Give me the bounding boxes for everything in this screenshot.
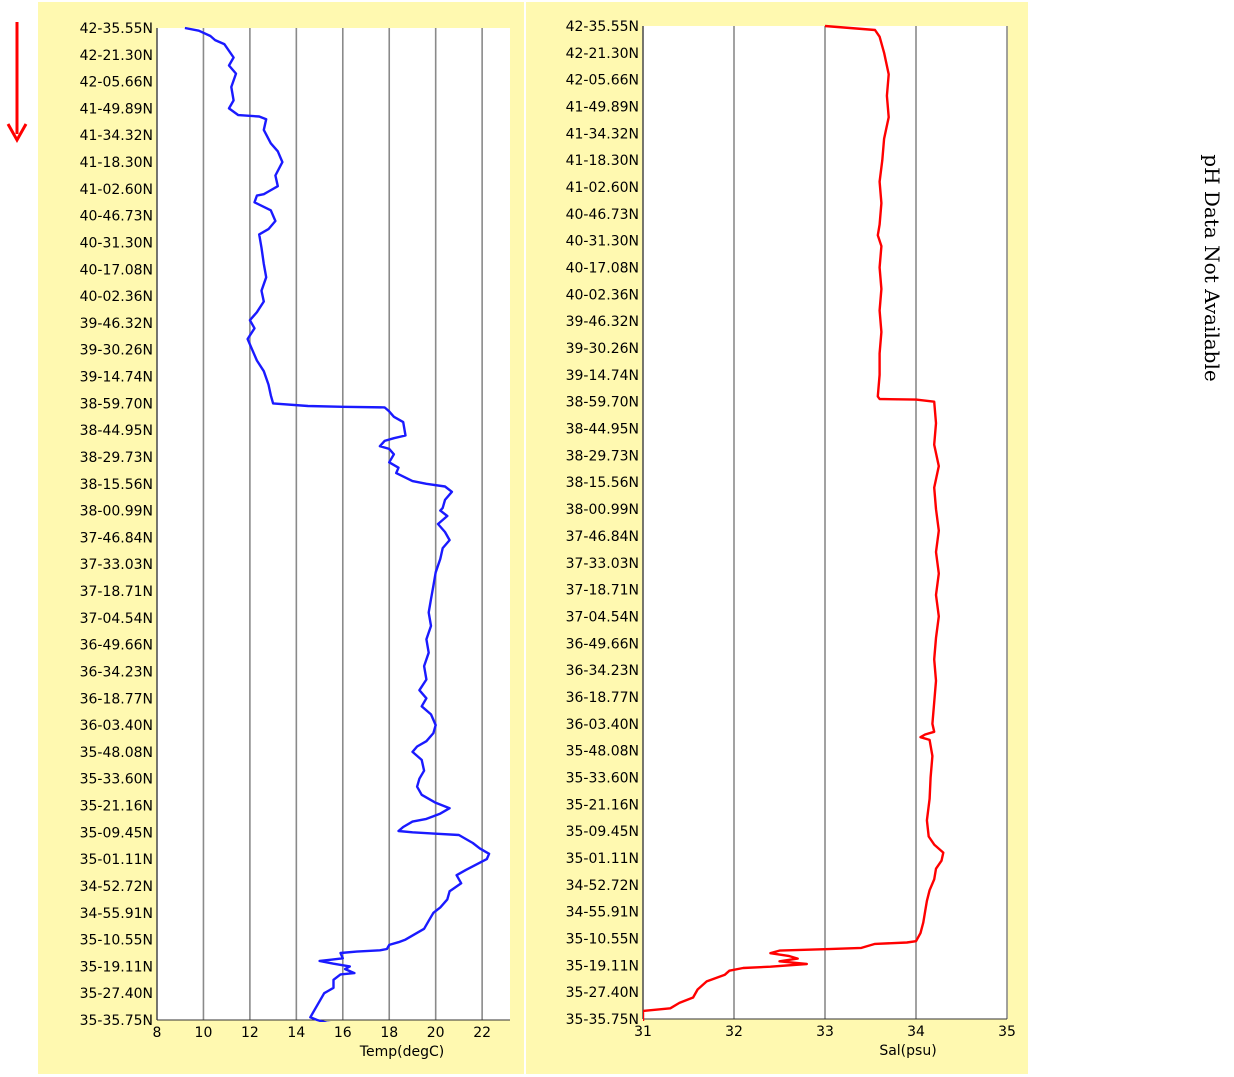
y-tick-label: 41-49.89N xyxy=(566,100,639,116)
y-tick-label: 41-18.30N xyxy=(80,155,153,171)
x-tick-label: 22 xyxy=(473,1025,491,1041)
x-tick-label: 34 xyxy=(907,1024,925,1040)
y-tick-label: 36-18.77N xyxy=(566,690,639,706)
y-tick-label: 35-21.16N xyxy=(566,797,639,813)
y-tick-label: 35-27.40N xyxy=(80,986,153,1002)
y-tick-label: 42-21.30N xyxy=(566,46,639,62)
y-tick-label: 35-10.55N xyxy=(566,931,639,947)
y-tick-label: 39-46.32N xyxy=(566,314,639,330)
x-tick-label: 8 xyxy=(153,1025,162,1041)
y-tick-label: 35-27.40N xyxy=(566,985,639,1001)
y-tick-label: 37-33.03N xyxy=(80,557,153,573)
y-tick-label: 40-02.36N xyxy=(80,289,153,305)
y-tick-label: 36-03.40N xyxy=(80,718,153,734)
x-tick-label: 20 xyxy=(427,1025,445,1041)
ph-unavailable-note: pH Data Not Available xyxy=(1200,154,1224,382)
down-arrow-icon xyxy=(6,22,28,144)
y-tick-label: 38-29.73N xyxy=(80,450,153,466)
x-tick-label: 14 xyxy=(287,1025,305,1041)
x-axis-title: Temp(degC) xyxy=(359,1044,444,1060)
y-tick-label: 36-49.66N xyxy=(80,638,153,654)
y-tick-label: 37-46.84N xyxy=(566,529,639,545)
y-tick-label: 35-21.16N xyxy=(80,799,153,815)
y-tick-label: 37-04.54N xyxy=(80,611,153,627)
y-tick-label: 41-02.60N xyxy=(80,182,153,198)
x-tick-label: 35 xyxy=(998,1024,1016,1040)
y-tick-label: 38-59.70N xyxy=(566,395,639,411)
series-line xyxy=(643,24,945,1021)
y-tick-label: 35-09.45N xyxy=(566,824,639,840)
y-tick-label: 38-44.95N xyxy=(80,423,153,439)
y-tick-label: 40-46.73N xyxy=(566,207,639,223)
x-tick-label: 16 xyxy=(334,1025,352,1041)
y-tick-label: 35-35.75N xyxy=(566,1012,639,1028)
y-tick-label: 38-00.99N xyxy=(566,502,639,518)
y-tick-label: 37-18.71N xyxy=(80,584,153,600)
x-tick-label: 12 xyxy=(241,1025,259,1041)
x-axis-title: Sal(psu) xyxy=(879,1043,936,1059)
y-tick-label: 38-15.56N xyxy=(566,475,639,491)
x-tick-label: 31 xyxy=(634,1024,652,1040)
y-tick-label: 35-19.11N xyxy=(80,959,153,975)
plot-area xyxy=(157,28,510,1020)
y-tick-label: 36-03.40N xyxy=(566,717,639,733)
y-tick-label: 37-46.84N xyxy=(80,530,153,546)
y-tick-label: 38-15.56N xyxy=(80,477,153,493)
y-tick-label: 42-21.30N xyxy=(80,48,153,64)
y-tick-label: 38-29.73N xyxy=(566,448,639,464)
y-tick-label: 38-44.95N xyxy=(566,422,639,438)
y-tick-label: 39-14.74N xyxy=(80,370,153,386)
x-tick-label: 18 xyxy=(380,1025,398,1041)
y-tick-label: 38-59.70N xyxy=(80,396,153,412)
y-tick-label: 34-55.91N xyxy=(80,906,153,922)
y-tick-label: 42-35.55N xyxy=(566,19,639,35)
y-tick-label: 34-52.72N xyxy=(80,879,153,895)
y-tick-label: 35-10.55N xyxy=(80,933,153,949)
y-tick-label: 36-34.23N xyxy=(80,664,153,680)
y-tick-label: 35-09.45N xyxy=(80,825,153,841)
y-tick-label: 40-46.73N xyxy=(80,209,153,225)
y-tick-label: 37-33.03N xyxy=(566,556,639,572)
y-tick-label: 41-34.32N xyxy=(80,128,153,144)
y-tick-label: 35-19.11N xyxy=(566,958,639,974)
y-tick-label: 34-55.91N xyxy=(566,905,639,921)
y-tick-label: 36-18.77N xyxy=(80,691,153,707)
y-tick-label: 41-49.89N xyxy=(80,101,153,117)
y-tick-label: 35-01.11N xyxy=(566,851,639,867)
y-tick-label: 35-48.08N xyxy=(80,745,153,761)
y-tick-label: 40-17.08N xyxy=(80,262,153,278)
y-tick-label: 40-31.30N xyxy=(566,234,639,250)
x-tick-label: 33 xyxy=(816,1024,834,1040)
y-tick-label: 40-02.36N xyxy=(566,287,639,303)
y-tick-label: 35-33.60N xyxy=(80,772,153,788)
y-tick-label: 38-00.99N xyxy=(80,504,153,520)
x-tick-label: 32 xyxy=(725,1024,743,1040)
series-line xyxy=(184,26,491,1022)
y-tick-label: 41-18.30N xyxy=(566,153,639,169)
y-tick-label: 34-52.72N xyxy=(566,878,639,894)
y-tick-label: 41-34.32N xyxy=(566,126,639,142)
y-tick-label: 37-04.54N xyxy=(566,609,639,625)
y-tick-label: 35-01.11N xyxy=(80,852,153,868)
y-tick-label: 39-30.26N xyxy=(80,343,153,359)
y-tick-label: 35-33.60N xyxy=(566,770,639,786)
y-tick-label: 35-48.08N xyxy=(566,744,639,760)
y-tick-label: 39-30.26N xyxy=(566,341,639,357)
y-tick-label: 35-35.75N xyxy=(80,1013,153,1029)
y-tick-label: 39-46.32N xyxy=(80,316,153,332)
y-tick-label: 36-34.23N xyxy=(566,663,639,679)
y-tick-label: 37-18.71N xyxy=(566,583,639,599)
y-tick-label: 41-02.60N xyxy=(566,180,639,196)
y-tick-label: 42-05.66N xyxy=(80,75,153,91)
y-tick-label: 40-31.30N xyxy=(80,235,153,251)
y-tick-label: 42-35.55N xyxy=(80,21,153,37)
y-tick-label: 42-05.66N xyxy=(566,73,639,89)
x-tick-label: 10 xyxy=(195,1025,213,1041)
y-tick-label: 36-49.66N xyxy=(566,636,639,652)
y-tick-label: 39-14.74N xyxy=(566,368,639,384)
y-tick-label: 40-17.08N xyxy=(566,261,639,277)
